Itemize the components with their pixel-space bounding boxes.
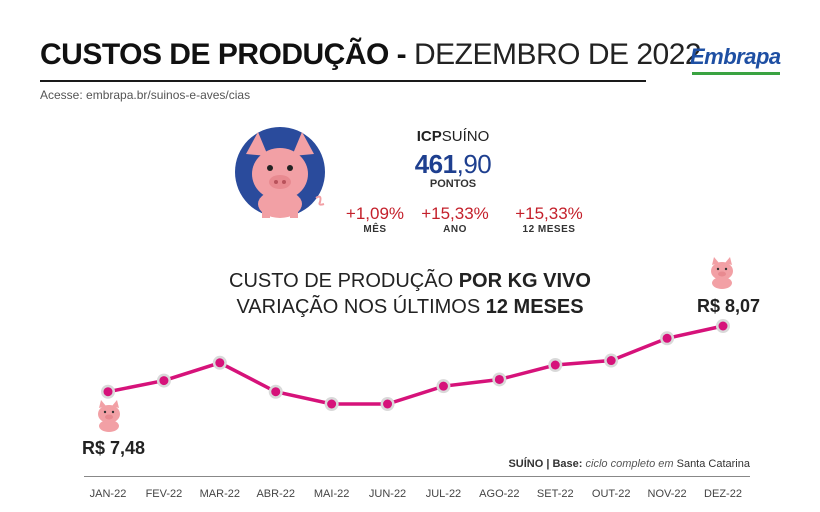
title-subtitle: DEZEMBRO DE 2022 xyxy=(406,38,702,71)
x-tick-label: OUT-22 xyxy=(592,488,631,500)
embrapa-logo: Embrapa xyxy=(690,44,781,69)
data-point xyxy=(271,387,281,397)
x-tick-label: MAR-22 xyxy=(200,488,240,500)
x-tick-label: SET-22 xyxy=(537,488,574,500)
icp-block: ICPSUÍNO 461,90 PONTOS xyxy=(398,128,508,190)
data-point xyxy=(159,376,169,386)
pig-start-icon xyxy=(98,400,120,432)
stat-12months-value: +15,33% xyxy=(515,204,583,223)
stat-year-value: +15,33% xyxy=(421,204,489,223)
stat-year-label: ANO xyxy=(443,224,467,235)
data-point xyxy=(718,321,728,331)
title-bold: CUSTOS DE PRODUÇÃO - xyxy=(40,38,407,71)
x-tick-label: AGO-22 xyxy=(479,488,519,500)
chart-title: CUSTO DE PRODUÇÃO POR KG VIVO VARIAÇÃO N… xyxy=(229,270,591,318)
logo-underline xyxy=(692,72,780,75)
data-point xyxy=(550,360,560,370)
data-point xyxy=(327,399,337,409)
data-point xyxy=(662,333,672,343)
stat-month-label: MÊS xyxy=(363,224,387,235)
series-line xyxy=(107,324,724,406)
header: CUSTOS DE PRODUÇÃO - DEZEMBRO DE 2022 xyxy=(40,38,702,82)
icp-unit: PONTOS xyxy=(429,178,477,190)
stat-month: +1,09% MÊS xyxy=(330,204,420,235)
annotation-start: R$ 7,48 xyxy=(82,438,145,458)
axis-line xyxy=(84,476,750,477)
stat-12months-label: 12 MESES xyxy=(522,224,576,235)
data-point xyxy=(215,358,225,368)
x-tick-label: NOV-22 xyxy=(648,488,687,500)
pig-end-icon xyxy=(711,257,733,289)
chart-note: SUÍNO | Base: ciclo completo em Santa Ca… xyxy=(508,458,750,470)
x-tick-label: DEZ-22 xyxy=(704,488,742,500)
x-tick-label: JAN-22 xyxy=(90,488,127,500)
annotation-end: R$ 8,07 xyxy=(697,296,760,316)
x-tick-label: JUL-22 xyxy=(426,488,461,500)
source-url[interactable]: Acesse: embrapa.br/suinos-e-aves/cias xyxy=(40,88,251,102)
data-point xyxy=(494,374,504,384)
page-title: CUSTOS DE PRODUÇÃO - DEZEMBRO DE 2022 xyxy=(40,38,702,72)
icp-label: ICPSUÍNO xyxy=(416,128,490,145)
x-tick-label: ABR-22 xyxy=(256,488,295,500)
x-tick-label: FEV-22 xyxy=(146,488,183,500)
x-tick-label: JUN-22 xyxy=(369,488,406,500)
x-tick-label: MAI-22 xyxy=(314,488,349,500)
data-point xyxy=(383,399,393,409)
icp-value: 461,90 xyxy=(414,149,492,179)
data-point xyxy=(606,356,616,366)
stat-12months: +15,33% 12 MESES xyxy=(504,204,594,235)
pig-circle-icon xyxy=(235,127,325,218)
data-point xyxy=(103,387,113,397)
stat-year: +15,33% ANO xyxy=(410,204,500,235)
stat-month-value: +1,09% xyxy=(345,204,405,223)
data-point xyxy=(438,381,448,391)
